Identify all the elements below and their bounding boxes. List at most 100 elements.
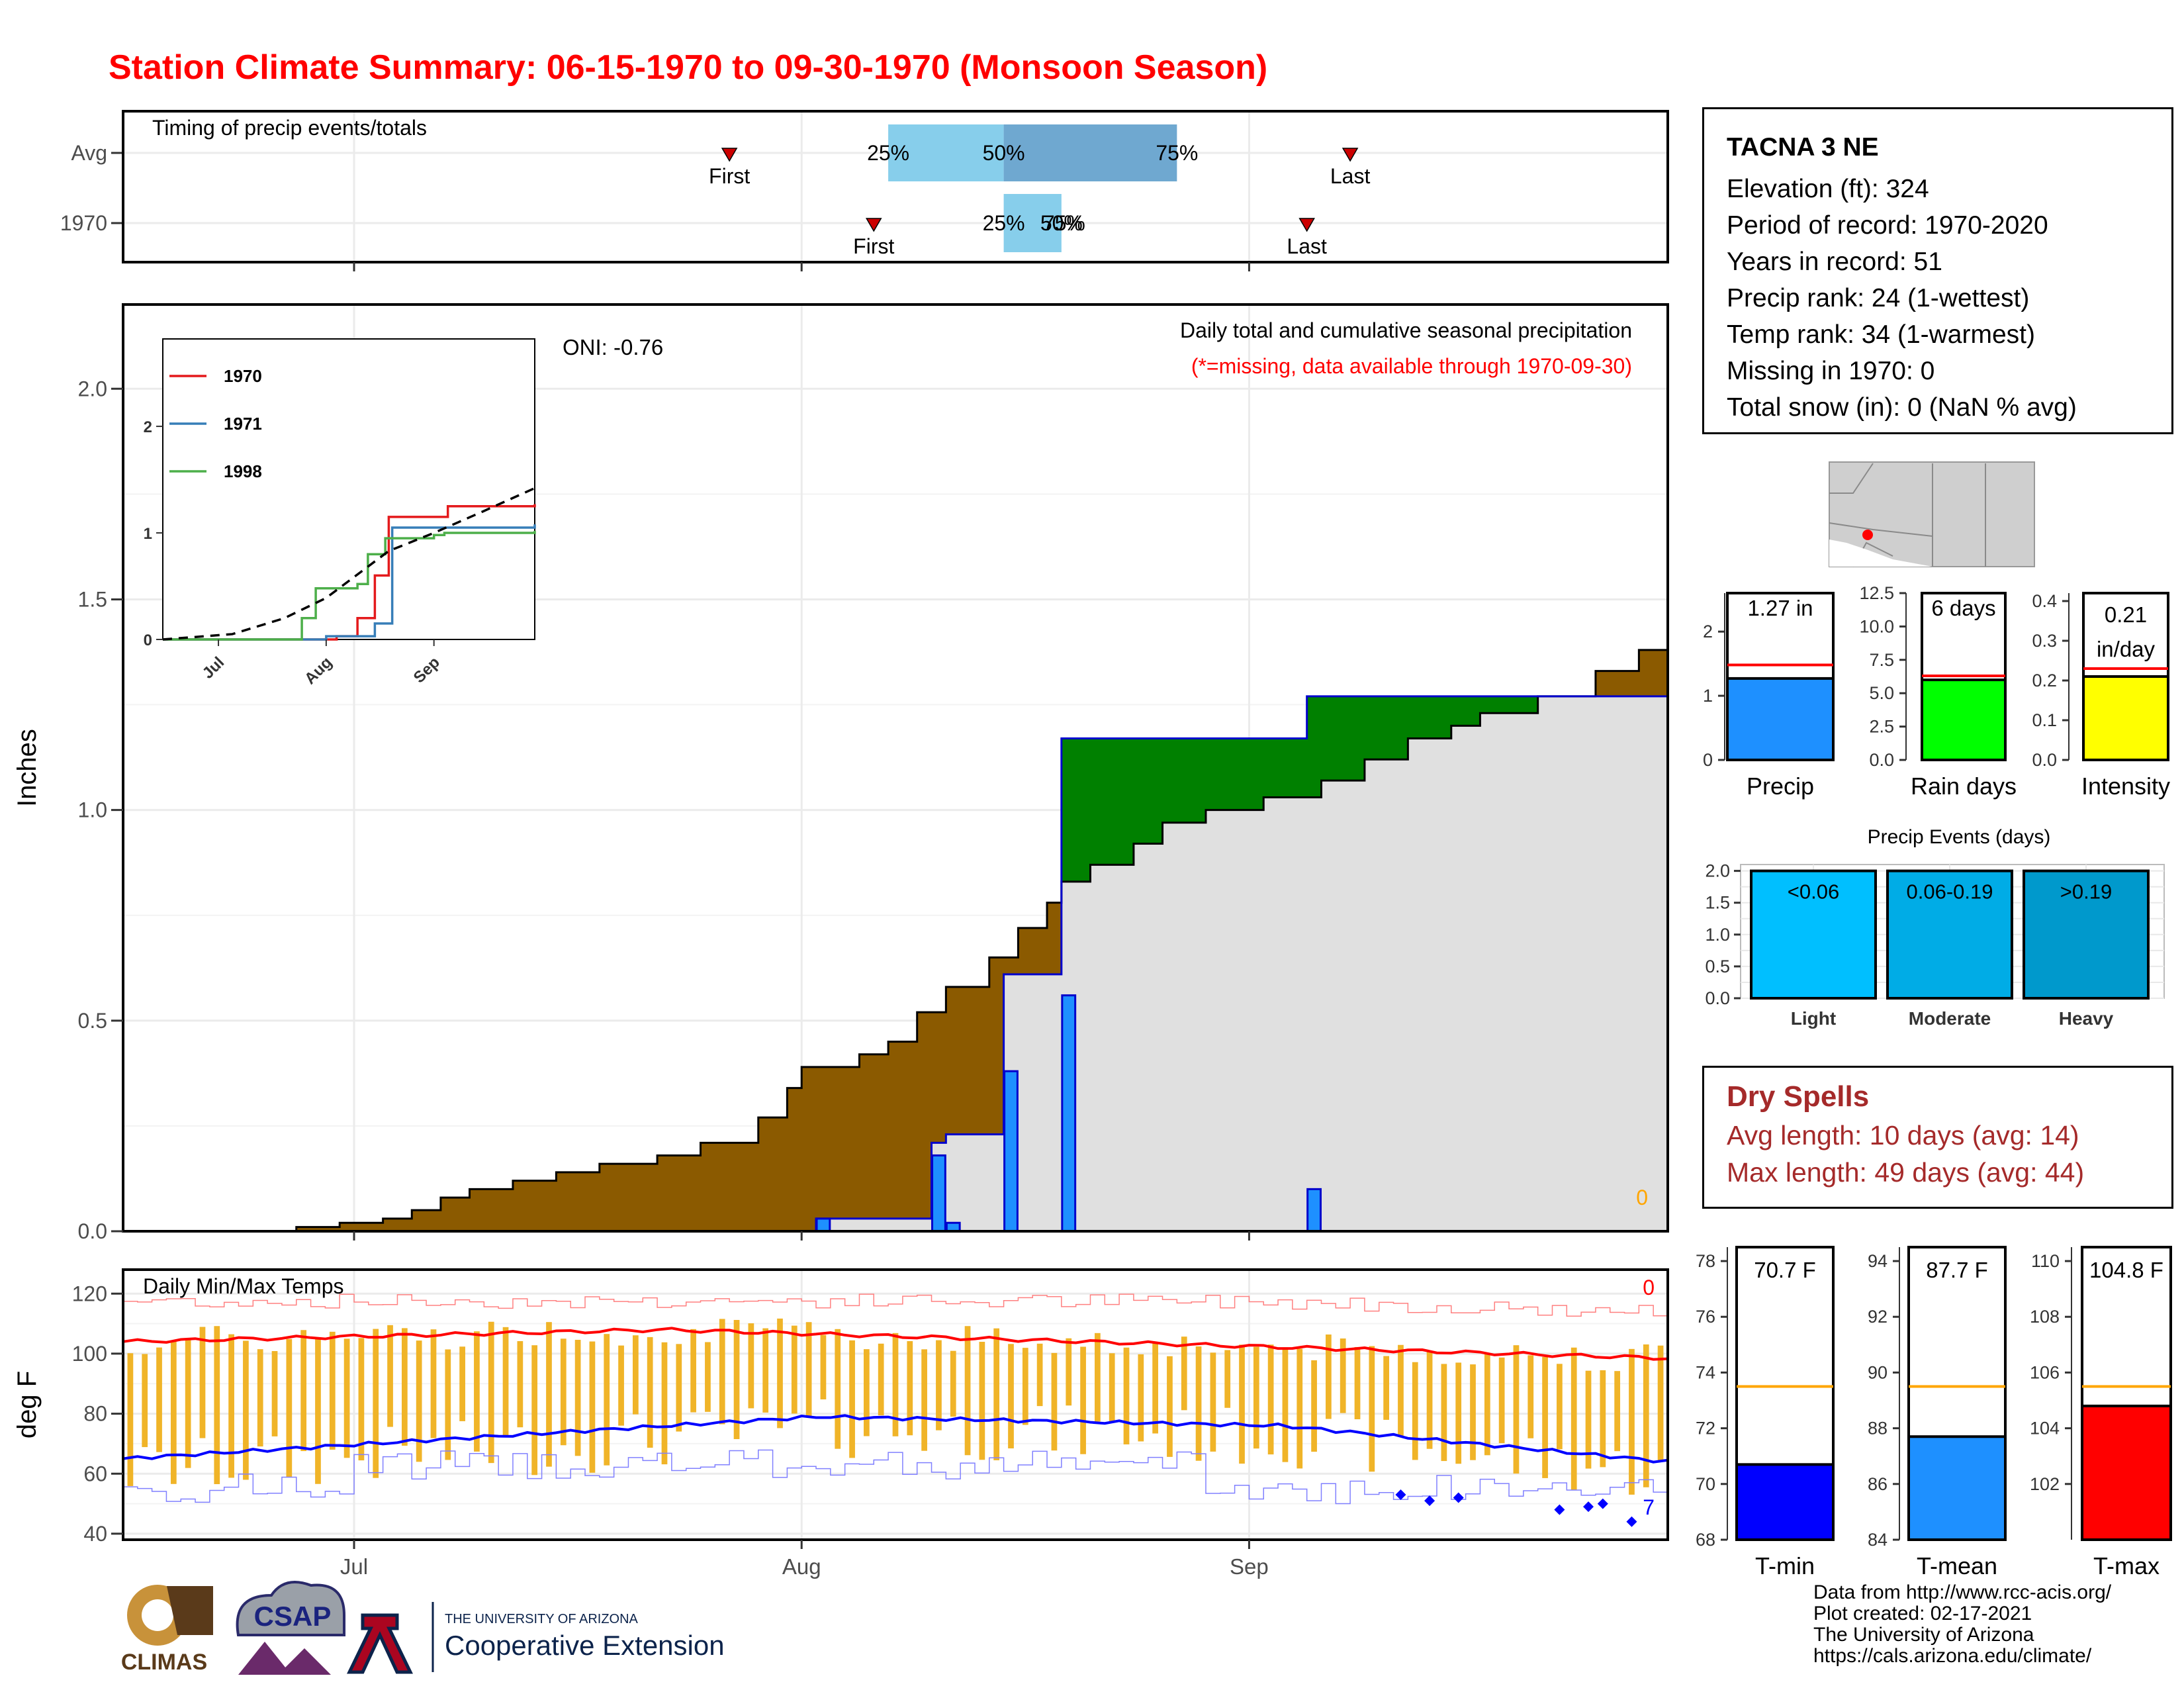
temp-daily-bar xyxy=(315,1338,321,1484)
side-panel-ytick-label: 110 xyxy=(2031,1251,2060,1271)
precip-ytick-label: 0.5 xyxy=(78,1009,107,1033)
events-ytick-label: 0.5 xyxy=(1705,957,1730,976)
events-title: Precip Events (days) xyxy=(1868,826,2051,848)
temp-ytick-label: 40 xyxy=(83,1522,107,1546)
temp-daily-bar xyxy=(329,1331,336,1450)
timeline-first-label: First xyxy=(709,164,750,188)
temp-daily-bar xyxy=(1210,1352,1216,1452)
temp-daily-bar xyxy=(878,1343,884,1416)
inset-legend-label: 1971 xyxy=(224,414,262,434)
temp-daily-bar xyxy=(719,1319,725,1425)
timeline-q25-label: 25% xyxy=(983,211,1025,235)
temp-daily-bar xyxy=(777,1318,783,1429)
temp-daily-bar xyxy=(488,1321,494,1464)
temp-ytick-label: 60 xyxy=(83,1462,107,1485)
temp-record-low-marker xyxy=(1395,1489,1406,1500)
timeline-q75-label: 75% xyxy=(1043,211,1085,235)
climas-logo-shape xyxy=(167,1586,213,1635)
temp-daily-bar xyxy=(676,1344,682,1432)
ua-logo-mark xyxy=(347,1613,413,1674)
credit-line: Data from http://www.rcc-acis.org/ xyxy=(1813,1581,2112,1603)
temp-daily-bar xyxy=(1195,1346,1202,1461)
side-panel-xlabel: Intensity xyxy=(2081,773,2170,800)
side-panel-ytick-label: 0.0 xyxy=(1869,750,1894,770)
page-title: Station Climate Summary: 06-15-1970 to 0… xyxy=(109,48,1268,87)
temp-daily-bar xyxy=(170,1340,177,1484)
timeline-last-marker xyxy=(1342,148,1359,162)
temp-xtick-label: Sep xyxy=(1230,1554,1269,1579)
temp-daily-bar xyxy=(835,1329,841,1449)
temp-daily-bar xyxy=(430,1329,437,1438)
tmean-label: 87.7 F xyxy=(1926,1258,1988,1282)
location-map-ocean xyxy=(1829,539,1933,567)
timeline-last-label: Last xyxy=(1287,234,1327,258)
side-panel-ytick-label: 2.5 xyxy=(1869,717,1894,737)
side-panel-ytick-label: 1 xyxy=(1703,686,1713,706)
side-panel-bar xyxy=(1735,1463,1835,1541)
inset-legend-label: 1998 xyxy=(224,461,262,481)
temp-daily-bar xyxy=(445,1349,451,1460)
credit-line: Plot created: 02-17-2021 xyxy=(1813,1603,2032,1624)
temp-record-low-marker xyxy=(1554,1504,1565,1515)
temp-daily-bar xyxy=(1585,1370,1592,1469)
precip-oni-label: ONI: -0.76 xyxy=(563,335,663,359)
precip-total-label: 1.27 in xyxy=(1747,596,1813,620)
temp-record-low-marker xyxy=(1626,1516,1637,1527)
temp-daily-bar xyxy=(791,1325,797,1414)
timeline-q25-label: 25% xyxy=(867,141,909,165)
dry-spells-line: Avg length: 10 days (avg: 14) xyxy=(1727,1120,2079,1150)
temp-record-high-line xyxy=(123,1293,1668,1317)
side-panel-ytick-label: 0.0 xyxy=(2032,750,2057,770)
temp-daily-bar xyxy=(1513,1345,1520,1474)
inset-frame xyxy=(162,338,535,640)
temp-daily-bar xyxy=(1008,1344,1014,1449)
csap-logo-mountains xyxy=(238,1642,331,1675)
events-bar xyxy=(1750,869,1877,1000)
temp-daily-bar xyxy=(474,1331,480,1452)
temp-daily-bar xyxy=(1643,1344,1649,1487)
side-panel-ytick-label: 88 xyxy=(1868,1419,1888,1438)
temp-daily-bar xyxy=(936,1340,942,1430)
side-panel-ytick-label: 2 xyxy=(1703,622,1713,641)
side-panel-ytick-label: 0.3 xyxy=(2032,631,2057,651)
temp-count-top: 0 xyxy=(1643,1276,1655,1299)
temp-daily-bar xyxy=(1570,1347,1577,1491)
temp-daily-bar xyxy=(1369,1346,1375,1472)
side-panel-bar xyxy=(1907,1435,2007,1541)
precip-ytick-label: 1.0 xyxy=(78,798,107,822)
ua-logo-text-1: THE UNIVERSITY OF ARIZONA xyxy=(445,1612,639,1626)
side-panel-ytick-label: 86 xyxy=(1868,1474,1888,1494)
temp-daily-bar xyxy=(185,1338,191,1468)
events-ytick-label: 1.0 xyxy=(1705,925,1730,945)
credits: Data from http://www.rcc-acis.org/ Plot … xyxy=(1813,1582,2111,1667)
side-panel-ytick-label: 74 xyxy=(1696,1362,1715,1382)
temp-daily-bar xyxy=(762,1328,769,1413)
side-panel-xlabel: T-max xyxy=(2093,1552,2160,1579)
temp-daily-bar xyxy=(849,1340,855,1458)
side-panel-bar xyxy=(2082,675,2169,761)
temp-daily-bar xyxy=(373,1329,379,1478)
temp-daily-bar xyxy=(214,1326,220,1485)
temp-daily-bar xyxy=(358,1338,365,1461)
side-panel-bar xyxy=(1921,679,2007,762)
station-line: Missing in 1970: 0 xyxy=(1727,357,1935,385)
events-xlabel: Light xyxy=(1791,1008,1836,1029)
timeline-q50-label: 50% xyxy=(983,141,1025,165)
inset-series-line xyxy=(163,524,536,641)
timeline-last-label: Last xyxy=(1330,164,1371,188)
precip-missing-count: 0 xyxy=(1636,1186,1648,1209)
temp-daily-bar xyxy=(705,1342,711,1412)
side-panel-xlabel: T-min xyxy=(1755,1552,1815,1579)
temp-daily-bar xyxy=(1340,1338,1346,1413)
temp-ytick-label: 80 xyxy=(83,1402,107,1426)
temp-daily-bar xyxy=(243,1340,249,1480)
temp-daily-bar xyxy=(1354,1346,1361,1420)
temp-daily-bar xyxy=(1080,1346,1086,1454)
temp-daily-bar xyxy=(343,1338,350,1458)
timeline-q50-label: 50% xyxy=(1040,211,1083,235)
temp-daily-bar xyxy=(271,1351,278,1436)
temp-daily-bar xyxy=(300,1330,307,1452)
inset-ytick-label: 0 xyxy=(144,632,152,649)
temp-daily-bar xyxy=(661,1342,668,1465)
temp-daily-bar xyxy=(805,1322,812,1417)
